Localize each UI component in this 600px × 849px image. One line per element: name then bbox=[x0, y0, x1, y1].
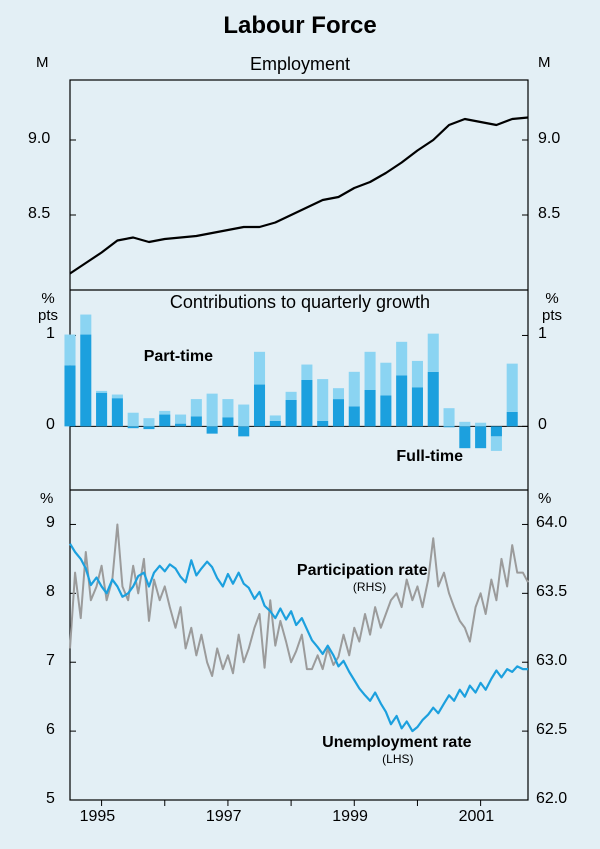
panel1-ytick-right: 9.0 bbox=[538, 130, 560, 148]
bar-parttime bbox=[175, 415, 186, 424]
bar-parttime bbox=[459, 422, 470, 427]
panel3-ytick-right: 63.0 bbox=[536, 652, 567, 670]
chart-svg bbox=[0, 0, 600, 849]
bar-parttime bbox=[191, 399, 202, 416]
bar-fulltime bbox=[365, 390, 376, 426]
bar-parttime bbox=[112, 395, 123, 399]
bar-fulltime bbox=[507, 412, 518, 427]
bar-parttime bbox=[412, 361, 423, 387]
panel1-ytick-left: 9.0 bbox=[28, 130, 50, 148]
panel2-annotation: Full-time bbox=[396, 448, 463, 466]
bar-fulltime bbox=[475, 426, 486, 448]
unemployment-sublabel: (LHS) bbox=[382, 752, 413, 766]
participation-line bbox=[70, 524, 528, 676]
bar-parttime bbox=[270, 415, 281, 420]
panel1-left-axis-label: M bbox=[36, 54, 49, 71]
bar-parttime bbox=[317, 379, 328, 421]
bar-parttime bbox=[380, 363, 391, 396]
bar-fulltime bbox=[459, 426, 470, 448]
bar-parttime bbox=[238, 405, 249, 427]
bar-parttime bbox=[286, 392, 297, 400]
panel3-left-axis-label: % bbox=[40, 490, 53, 507]
panel3-ytick-right: 64.0 bbox=[536, 514, 567, 532]
bar-fulltime bbox=[491, 426, 502, 436]
bar-parttime bbox=[301, 365, 312, 380]
bar-parttime bbox=[365, 352, 376, 390]
bar-fulltime bbox=[428, 372, 439, 427]
participation-label: Participation rate bbox=[297, 562, 428, 580]
bar-fulltime bbox=[64, 365, 75, 426]
bar-fulltime bbox=[143, 426, 154, 429]
panel3-ytick-left: 8 bbox=[46, 583, 55, 601]
bar-fulltime bbox=[270, 421, 281, 426]
bar-fulltime bbox=[412, 387, 423, 426]
x-tick-label: 1995 bbox=[80, 808, 116, 826]
participation-sublabel: (RHS) bbox=[353, 580, 386, 594]
panel1-ytick-right: 8.5 bbox=[538, 205, 560, 223]
bar-parttime bbox=[475, 423, 486, 427]
bar-parttime bbox=[349, 372, 360, 407]
panel2-title: Contributions to quarterly growth bbox=[0, 292, 600, 313]
panel2-annotation: Part-time bbox=[144, 348, 213, 366]
panel2-ytick-right: 1 bbox=[538, 325, 547, 343]
bar-parttime bbox=[254, 352, 265, 385]
bar-parttime bbox=[207, 394, 218, 427]
panel2-right-axis-label: %pts bbox=[534, 290, 570, 324]
bar-parttime bbox=[428, 334, 439, 372]
unemployment-label: Unemployment rate bbox=[322, 734, 471, 752]
bar-fulltime bbox=[444, 426, 455, 427]
panel2-ytick-left: 1 bbox=[46, 325, 55, 343]
bar-parttime bbox=[222, 399, 233, 417]
bar-fulltime bbox=[80, 335, 91, 427]
bar-fulltime bbox=[175, 424, 186, 427]
bar-fulltime bbox=[254, 385, 265, 427]
x-tick-label: 1997 bbox=[206, 808, 242, 826]
bar-parttime bbox=[143, 418, 154, 426]
bar-fulltime bbox=[207, 426, 218, 433]
panel2-ytick-right: 0 bbox=[538, 416, 547, 434]
bar-fulltime bbox=[222, 417, 233, 426]
bar-fulltime bbox=[128, 426, 139, 428]
panel3-ytick-left: 7 bbox=[46, 652, 55, 670]
bar-fulltime bbox=[112, 398, 123, 426]
panel3-ytick-left: 5 bbox=[46, 790, 55, 808]
x-tick-label: 2001 bbox=[459, 808, 495, 826]
panel3-ytick-right: 63.5 bbox=[536, 583, 567, 601]
bar-fulltime bbox=[333, 399, 344, 426]
bar-fulltime bbox=[349, 406, 360, 426]
bar-parttime bbox=[396, 342, 407, 376]
bar-parttime bbox=[128, 413, 139, 427]
panel3-ytick-right: 62.0 bbox=[536, 790, 567, 808]
bar-fulltime bbox=[380, 395, 391, 426]
bar-fulltime bbox=[317, 421, 328, 426]
bar-parttime bbox=[507, 364, 518, 412]
bar-parttime bbox=[444, 408, 455, 426]
panel2-ytick-left: 0 bbox=[46, 416, 55, 434]
bar-parttime bbox=[64, 335, 75, 366]
panel1-ytick-left: 8.5 bbox=[28, 205, 50, 223]
bar-fulltime bbox=[301, 380, 312, 426]
bar-fulltime bbox=[286, 400, 297, 426]
panel3-ytick-left: 6 bbox=[46, 721, 55, 739]
bar-fulltime bbox=[191, 416, 202, 426]
bar-parttime bbox=[159, 411, 170, 415]
panel2-left-axis-label: %pts bbox=[30, 290, 66, 324]
bar-fulltime bbox=[238, 426, 249, 436]
x-tick-label: 1999 bbox=[332, 808, 368, 826]
employment-line bbox=[70, 118, 528, 274]
panel3-ytick-left: 9 bbox=[46, 514, 55, 532]
bar-parttime bbox=[96, 391, 107, 393]
bar-parttime bbox=[333, 388, 344, 399]
panel3-ytick-right: 62.5 bbox=[536, 721, 567, 739]
bar-fulltime bbox=[396, 375, 407, 426]
panel1-right-axis-label: M bbox=[538, 54, 551, 71]
bar-parttime bbox=[80, 315, 91, 335]
panel3-right-axis-label: % bbox=[538, 490, 551, 507]
bar-parttime bbox=[491, 436, 502, 451]
bar-fulltime bbox=[159, 415, 170, 427]
bar-fulltime bbox=[96, 393, 107, 427]
panel1-title: Employment bbox=[0, 54, 600, 75]
